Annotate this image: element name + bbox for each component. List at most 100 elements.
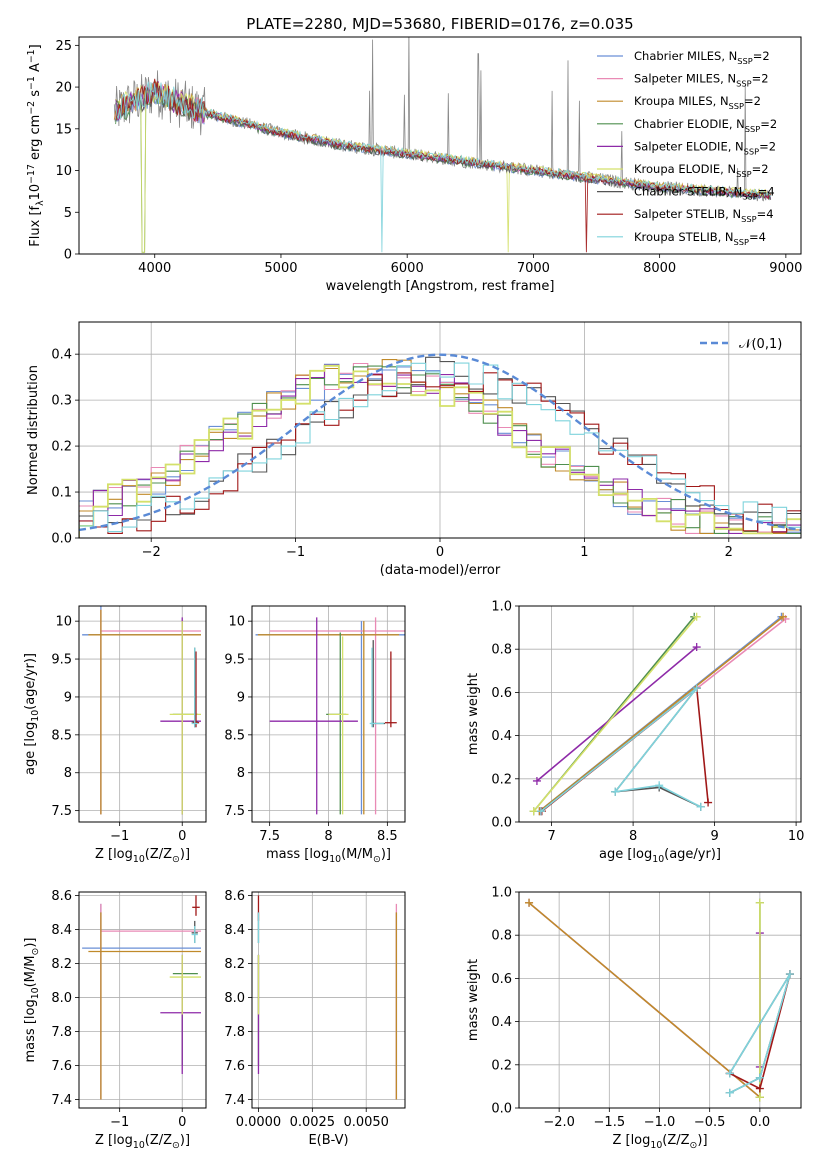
axes-frame xyxy=(251,605,406,823)
x-tick-label: 0.0000 xyxy=(236,1115,282,1130)
x-tick-label: 0.0025 xyxy=(290,1115,336,1130)
residual-histogram xyxy=(79,364,801,538)
data-point-marker xyxy=(532,776,541,785)
y-axis-label: mass weight xyxy=(466,673,481,755)
y-tick-label: 8.5 xyxy=(51,728,72,743)
data-point-marker xyxy=(725,1088,734,1097)
plot-area xyxy=(79,892,206,1108)
y-axis-label: age [log10(age/yr)] xyxy=(23,653,41,775)
x-tick-label: −1 xyxy=(110,1115,129,1130)
data-point-marker xyxy=(525,898,534,907)
y-tick-label: 8 xyxy=(64,766,72,781)
y-tick-label: 0.8 xyxy=(491,643,512,658)
data-point-marker xyxy=(704,798,713,807)
series-line xyxy=(538,616,784,812)
data-point-marker xyxy=(529,807,538,816)
panel-weight_vs_Z: −2.0 −1.5 −1.0 −0.5 0.0 0.0 0.2 0.4 0.6 0.8 1.0 Z [… xyxy=(466,886,802,1151)
data-point-marker xyxy=(755,1073,764,1082)
plot-area xyxy=(519,892,801,1108)
x-tick-label: −0.5 xyxy=(694,1115,726,1130)
x-tick-label: 1 xyxy=(580,545,588,560)
legend-label: Kroupa MILES, NSSP=2 xyxy=(634,94,761,111)
grid xyxy=(79,892,206,1108)
plot-content xyxy=(529,612,790,816)
x-tick-label: 5000 xyxy=(264,261,297,276)
x-tick-label: 8000 xyxy=(643,261,676,276)
model-spectrum xyxy=(115,81,772,253)
legend-label: Kroupa ELODIE, NSSP=2 xyxy=(634,162,769,179)
y-tick-label: 0.2 xyxy=(51,440,72,455)
y-tick-label: 8.4 xyxy=(51,923,72,938)
y-tick-label: 10 xyxy=(55,615,72,630)
plot-area xyxy=(252,892,405,1108)
y-tick-label: 8.0 xyxy=(51,991,72,1006)
y-tick-label: 0.1 xyxy=(51,486,72,501)
plot-content xyxy=(257,895,398,1100)
plot-area xyxy=(79,37,801,254)
legend-label: Chabrier STELIB, NSSP=4 xyxy=(634,185,775,202)
plot-content xyxy=(255,617,405,815)
y-tick-label: 0.6 xyxy=(491,686,512,701)
legend-label: Chabrier MILES, NSSP=2 xyxy=(634,49,770,66)
y-tick-label: 0.6 xyxy=(491,972,512,987)
y-tick-label: 7.5 xyxy=(224,804,245,819)
x-tick-label: 7 xyxy=(547,829,555,844)
y-tick-label: 10 xyxy=(228,615,245,630)
data-point-marker xyxy=(692,684,701,693)
legend: 𝒩(0,1) xyxy=(700,337,782,352)
legend-label: 𝒩(0,1) xyxy=(739,337,782,352)
axes-frame xyxy=(78,321,802,539)
grid xyxy=(252,606,405,822)
y-tick-label: 9.5 xyxy=(224,653,245,668)
plot-content xyxy=(79,353,801,538)
y-tick-label: 7.5 xyxy=(51,804,72,819)
legend-label: Salpeter MILES, NSSP=2 xyxy=(634,72,769,89)
y-tick-label: 0.2 xyxy=(491,772,512,787)
panel-mass_vs_Z: −1 0 7.4 7.6 7.8 8.0 8.2 8.4 8.6 Z [log10(Z/Z⊙)] m… xyxy=(23,889,207,1151)
data-point-marker xyxy=(692,612,701,621)
plot-content xyxy=(525,898,794,1102)
model-spectrum xyxy=(115,78,772,253)
plot-content xyxy=(82,606,201,815)
y-tick-label: 0.4 xyxy=(51,348,72,363)
x-tick-label: 8.5 xyxy=(377,829,398,844)
data-point-marker xyxy=(755,1093,764,1102)
axes-frame xyxy=(78,36,802,255)
panel-residuals: −2 −1 0 1 2 0.0 0.1 0.2 0.3 0.4 (data-model)/error… xyxy=(26,321,802,578)
y-tick-label: 0.8 xyxy=(491,929,512,944)
x-axis-label: (data-model)/error xyxy=(380,563,501,578)
legend: Chabrier MILES, NSSP=2 Salpeter MILES, NS… xyxy=(597,49,777,247)
y-tick-label: 8.5 xyxy=(224,728,245,743)
data-point-marker xyxy=(537,807,546,816)
y-tick-label: 7.8 xyxy=(224,1025,245,1040)
panel-weight_vs_age: 7 8 9 10 0.0 0.2 0.4 0.6 0.8 1.0 age [log10(age/yr… xyxy=(466,600,804,866)
y-axis-label: mass [log10(M/M⊙)] xyxy=(23,938,41,1063)
x-tick-label: 8 xyxy=(324,829,332,844)
x-axis-label: wavelength [Angstrom, rest frame] xyxy=(326,279,555,294)
x-tick-label: 7.5 xyxy=(259,829,280,844)
y-tick-label: 8.0 xyxy=(224,991,245,1006)
y-tick-label: 25 xyxy=(55,39,72,54)
y-tick-label: 8.2 xyxy=(224,957,245,972)
axes-frame xyxy=(78,891,207,1109)
x-tick-label: −1.0 xyxy=(644,1115,676,1130)
legend-label: Salpeter ELODIE, NSSP=2 xyxy=(634,139,776,156)
x-tick-label: 0 xyxy=(178,829,186,844)
axes-frame xyxy=(518,891,802,1109)
x-tick-label: −1 xyxy=(110,829,129,844)
data-point-marker xyxy=(755,898,764,907)
y-tick-label: 1.0 xyxy=(491,886,512,901)
y-tick-label: 0.3 xyxy=(51,394,72,409)
x-tick-label: 2 xyxy=(725,545,733,560)
legend-label: Kroupa STELIB, NSSP=4 xyxy=(634,230,766,247)
x-tick-label: −1 xyxy=(286,545,305,560)
axes-frame xyxy=(251,891,406,1109)
series-line xyxy=(729,973,791,1094)
panel-age_vs_mass: 7.5 8 8.5 7.5 8 8.5 9 9.5 10 mass [log10(M/M⊙)] xyxy=(224,605,406,865)
legend-label: Chabrier ELODIE, NSSP=2 xyxy=(634,117,777,134)
x-tick-label: 9 xyxy=(710,829,718,844)
y-tick-label: 5 xyxy=(64,206,72,221)
x-tick-label: 10 xyxy=(788,829,805,844)
x-tick-label: −1.5 xyxy=(594,1115,626,1130)
y-tick-label: 7.6 xyxy=(224,1059,245,1074)
